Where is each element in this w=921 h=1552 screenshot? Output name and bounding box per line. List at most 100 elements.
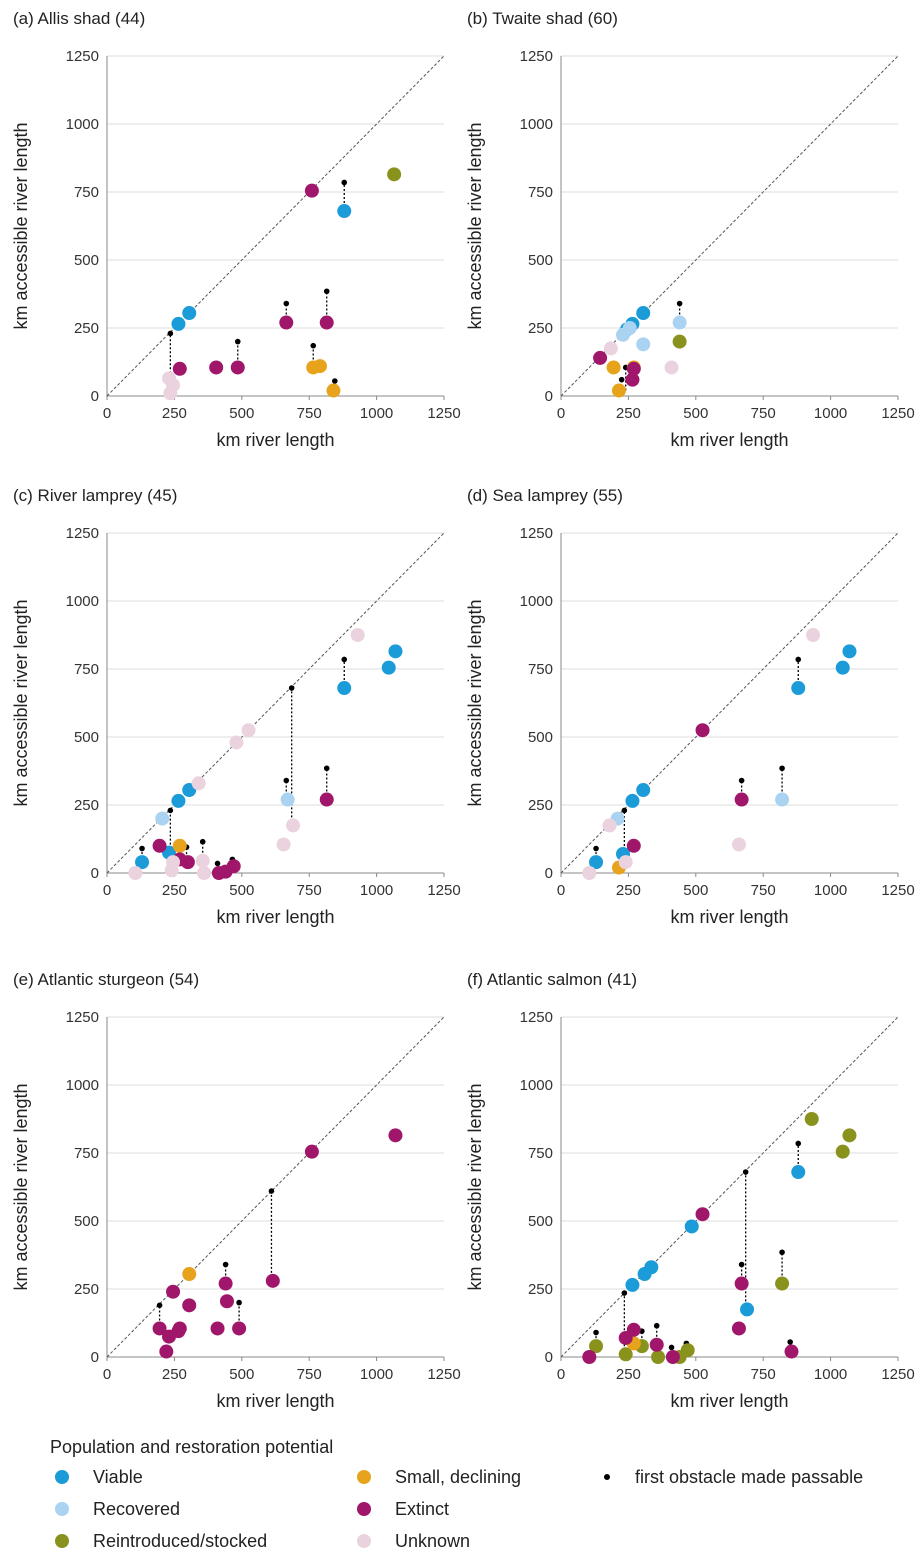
x-tick-label: 0 <box>557 1366 565 1383</box>
x-tick-label: 250 <box>162 405 187 422</box>
legend-label-obstacle: first obstacle made passable <box>635 1467 863 1487</box>
legend-marker-reintroduced <box>55 1534 69 1548</box>
x-tick-label: 1250 <box>427 1366 460 1383</box>
obstacle-point <box>167 807 174 814</box>
obstacle-point <box>795 1140 802 1147</box>
obstacle-point <box>167 330 174 337</box>
point-reintroduced <box>680 1343 695 1358</box>
x-tick-label: 250 <box>162 1366 187 1383</box>
point-viable <box>171 793 186 808</box>
point-recovered <box>636 337 651 352</box>
point-unknown <box>602 818 617 833</box>
obstacle-point <box>676 300 683 307</box>
point-extinct <box>152 838 167 853</box>
y-tick-label: 0 <box>545 388 553 405</box>
obstacle-point <box>593 845 599 852</box>
obstacle-point <box>618 376 625 383</box>
obstacle-point <box>653 1322 660 1329</box>
obstacle-point <box>795 656 802 663</box>
point-unknown <box>731 837 746 852</box>
y-tick-label: 1250 <box>66 48 99 65</box>
y-tick-label: 0 <box>545 865 553 882</box>
panel-title: (e) Atlantic sturgeon (54) <box>13 970 199 989</box>
obstacle-point <box>214 860 221 867</box>
panel-title: (c) River lamprey (45) <box>13 486 177 505</box>
point-extinct <box>582 1350 597 1364</box>
point-extinct <box>649 1337 664 1352</box>
panel-title: (f) Atlantic salmon (41) <box>467 970 637 989</box>
point-extinct <box>304 1144 319 1159</box>
legend-label-recovered: Recovered <box>93 1499 180 1519</box>
point-reintroduced <box>651 1350 666 1364</box>
point-extinct <box>319 315 334 330</box>
y-tick-label: 1000 <box>66 116 99 133</box>
point-small <box>182 1267 197 1282</box>
y-axis-label: km accessible river length <box>11 599 31 806</box>
point-extinct <box>319 792 334 807</box>
point-extinct <box>626 1322 641 1337</box>
point-recovered <box>155 811 170 826</box>
point-extinct <box>665 1350 680 1364</box>
legend: Population and restoration potential Viab… <box>50 1437 863 1551</box>
obstacle-point <box>234 338 241 345</box>
point-extinct <box>734 792 749 807</box>
y-tick-label: 250 <box>74 320 99 337</box>
obstacle-point <box>332 378 338 384</box>
x-axis-label: km river length <box>670 907 788 927</box>
point-reintroduced <box>672 334 687 349</box>
x-tick-label: 1250 <box>881 1366 914 1383</box>
point-viable <box>589 855 604 870</box>
point-unknown <box>664 360 679 375</box>
x-tick-label: 1250 <box>881 882 914 899</box>
legend-label-unknown: Unknown <box>395 1531 470 1551</box>
point-extinct <box>784 1344 799 1359</box>
obstacle-point <box>341 656 348 663</box>
point-unknown <box>286 818 301 833</box>
point-viable <box>684 1219 699 1234</box>
x-tick-label: 1250 <box>427 405 460 422</box>
obstacle-point <box>742 1169 749 1175</box>
legend-marker-unknown <box>357 1534 371 1548</box>
obstacle-point <box>341 179 348 186</box>
obstacle-point <box>323 288 330 295</box>
y-tick-label: 500 <box>74 729 99 746</box>
obstacle-point <box>236 1299 242 1306</box>
y-tick-label: 0 <box>91 1349 99 1366</box>
x-axis-label: km river length <box>216 430 334 450</box>
panel-title: (d) Sea lamprey (55) <box>467 486 623 505</box>
x-tick-label: 1000 <box>360 882 393 899</box>
legend-marker-small <box>357 1470 371 1484</box>
point-extinct <box>695 1207 710 1222</box>
point-small <box>326 383 341 398</box>
point-viable <box>791 1165 806 1180</box>
point-extinct <box>626 361 641 376</box>
point-unknown <box>195 853 210 868</box>
x-tick-label: 1000 <box>360 405 393 422</box>
obstacle-point <box>593 1329 599 1336</box>
point-extinct <box>209 360 224 375</box>
point-small <box>606 360 621 375</box>
point-extinct <box>219 1294 234 1309</box>
point-unknown <box>128 866 143 880</box>
x-axis-label: km river length <box>216 907 334 927</box>
obstacle-point <box>139 845 145 852</box>
point-viable <box>625 1277 640 1292</box>
legend-marker-viable <box>55 1470 69 1484</box>
obstacle-point <box>222 1261 229 1268</box>
x-tick-label: 0 <box>103 405 111 422</box>
x-tick-label: 1000 <box>814 1366 847 1383</box>
x-tick-label: 1250 <box>427 882 460 899</box>
obstacle-point <box>288 685 295 691</box>
x-tick-label: 1250 <box>881 405 914 422</box>
y-tick-label: 1250 <box>520 1009 553 1026</box>
obstacle-point <box>621 807 628 814</box>
x-tick-label: 750 <box>297 1366 322 1383</box>
panel-a: (a) Allis shad (44) 0 250 500 750 1000 1250 0 25… <box>11 9 461 450</box>
obstacle-point <box>779 765 785 772</box>
panel-b: (b) Twaite shad (60) 0 250 500 750 1000 1250 0 2… <box>465 9 915 450</box>
x-tick-label: 750 <box>751 1366 776 1383</box>
y-tick-label: 250 <box>528 1281 553 1298</box>
x-tick-label: 500 <box>683 882 708 899</box>
point-reintroduced <box>589 1339 604 1354</box>
